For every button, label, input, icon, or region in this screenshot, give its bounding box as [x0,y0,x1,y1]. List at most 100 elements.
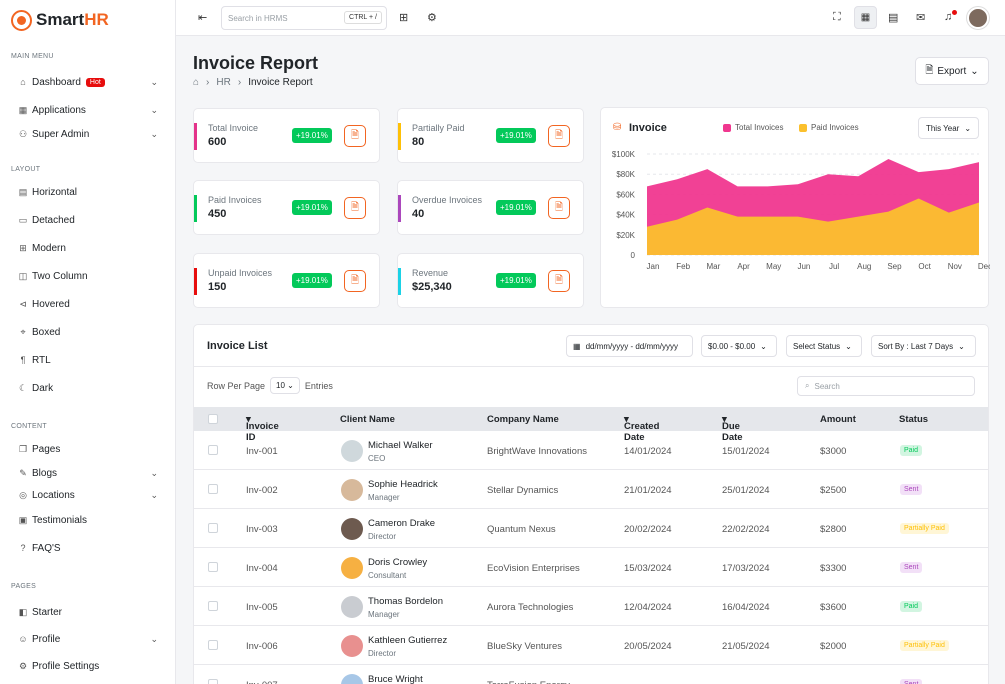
table-row[interactable]: Inv-006 Kathleen Gutierrez Director Blue… [194,626,988,665]
table-row[interactable]: Inv-001 Michael Walker CEO BrightWave In… [194,431,988,470]
invoice-file-icon[interactable]: 🗎 [344,270,366,292]
stat-card: Paid Invoices 450 +19.01% 🗎 [193,180,380,235]
client-name[interactable]: Sophie Headrick [368,479,438,490]
invoice-file-icon[interactable]: 🗎 [548,197,570,219]
layout-columns-icon: ◫ [18,270,28,281]
chat-icon[interactable]: ▤ [888,12,899,24]
sidebar: SmartHR MAIN MENU ⌂ Dashboard Hot ⌄ ▦ Applic… [0,0,176,684]
table-row[interactable]: Inv-007 Bruce Wright TerraFusion Energy … [194,665,988,684]
invoice-id[interactable]: Inv-007 [246,680,278,684]
invoice-id[interactable]: Inv-006 [246,641,278,652]
th-invoice-id[interactable]: Invoice ID ▾ [246,414,279,443]
invoice-file-icon[interactable]: 🗎 [548,270,570,292]
legend-total-invoices: Total Invoices [723,123,783,132]
location-icon: ◎ [19,489,27,500]
x-tick-label: Sep [887,262,902,271]
invoice-id[interactable]: Inv-001 [246,446,278,457]
client-name[interactable]: Thomas Bordelon [368,596,443,607]
th-created-date[interactable]: Created Date ▾ [624,414,660,443]
sidebar-item-applications[interactable]: ▦ Applications ⌄ [18,104,158,116]
row-checkbox[interactable] [208,523,218,533]
sidebar-item-hovered[interactable]: ⊲ Hovered [0,293,175,315]
stat-label: Revenue [412,268,449,278]
status-filter[interactable]: Select Status ⌄ [786,335,862,357]
row-checkbox[interactable] [208,445,218,455]
layout-icon[interactable]: ▦ [854,6,877,29]
home-icon[interactable]: ⌂ [193,77,200,88]
sidebar-item-starter[interactable]: ◧ Starter [18,606,63,618]
sidebar-item-boxed[interactable]: ⌖ Boxed [0,321,175,343]
mail-icon[interactable]: ✉ [916,12,926,24]
invoice-id[interactable]: Inv-005 [246,602,278,613]
invoice-file-icon[interactable]: 🗎 [344,125,366,147]
invoice-file-icon[interactable]: 🗎 [344,197,366,219]
collapse-sidebar-icon[interactable]: ⇤ [198,12,208,24]
user-avatar[interactable] [967,7,989,29]
row-checkbox[interactable] [208,601,218,611]
status-badge: Sent [900,562,923,573]
client-avatar [341,440,363,462]
sidebar-item-super-admin[interactable]: ⚇ Super Admin ⌄ [18,128,158,140]
table-row[interactable]: Inv-004 Doris Crowley Consultant EcoVisi… [194,548,988,587]
status-badge: Sent [900,679,923,684]
sidebar-item-detached[interactable]: ▭ Detached [18,214,75,226]
invoice-id[interactable]: Inv-002 [246,485,278,496]
period-select[interactable]: This Year ⌄ [918,117,979,139]
sidebar-item-horizontal[interactable]: ▤ Horizontal [18,186,78,198]
table-row[interactable]: Inv-003 Cameron Drake Director Quantum N… [194,509,988,548]
created-date: 21/01/2024 [624,485,672,496]
pages-icon: ❐ [18,443,28,454]
sidebar-item-dashboard[interactable]: ⌂ Dashboard Hot ⌄ [0,71,175,93]
select-all-checkbox[interactable] [208,414,218,424]
chevron-down-icon: ⌄ [150,489,158,500]
sidebar-item-faqs[interactable]: ? FAQ'S [0,537,175,559]
client-name[interactable]: Bruce Wright [368,674,423,684]
y-tick-label: $20K [616,231,635,240]
logo[interactable]: SmartHR [0,0,175,40]
sidebar-item-profile-settings[interactable]: ⚙ Profile Settings [18,660,100,672]
row-checkbox[interactable] [208,640,218,650]
sidebar-item-two-column[interactable]: ◫ Two Column [18,270,88,282]
settings-icon[interactable]: ⚙ [427,12,437,24]
row-checkbox[interactable] [208,679,218,684]
client-name[interactable]: Doris Crowley [368,557,428,568]
stat-value: 40 [412,208,425,220]
status-badge: Sent [900,484,923,495]
invoice-file-icon[interactable]: 🗎 [548,125,570,147]
breadcrumb-hr[interactable]: HR [216,77,231,88]
sidebar-item-blogs[interactable]: ✎ Blogs ⌄ [0,462,175,484]
sidebar-item-dark[interactable]: ☾ Dark [18,382,54,394]
sidebar-item-testimonials[interactable]: ▣ Testimonials [18,514,88,526]
date-range-filter[interactable]: ▦ dd/mm/yyyy - dd/mm/yyyy [566,335,693,357]
search-input[interactable]: Search in HRMS CTRL + / [221,6,387,30]
row-checkbox[interactable] [208,484,218,494]
th-due-date[interactable]: Due Date ▾ [722,414,743,443]
sidebar-item-pages[interactable]: ❐ Pages [18,443,61,455]
invoice-id[interactable]: Inv-004 [246,563,278,574]
notification-bell-icon[interactable]: ♫ [944,11,953,23]
breadcrumb-current: Invoice Report [248,77,313,88]
row-checkbox[interactable] [208,562,218,572]
due-date: 16/04/2024 [722,602,770,613]
amount: $3300 [820,563,847,574]
table-row[interactable]: Inv-002 Sophie Headrick Manager Stellar … [194,470,988,509]
section-content: CONTENT [11,423,47,430]
page-title: Invoice Report [193,53,319,73]
table-row[interactable]: Inv-005 Thomas Bordelon Manager Aurora T… [194,587,988,626]
amount-range-filter[interactable]: $0.00 - $0.00 ⌄ [701,335,777,357]
client-name[interactable]: Michael Walker [368,440,433,451]
sort-filter[interactable]: Sort By : Last 7 Days ⌄ [871,335,976,357]
chevron-down-icon: ⌄ [845,341,852,351]
sidebar-item-locations[interactable]: ◎ Locations ⌄ [0,484,175,506]
table-search-input[interactable]: ⌕ Search [797,376,975,396]
client-name[interactable]: Cameron Drake [368,518,436,529]
export-button[interactable]: 🗎 Export ⌄ [915,57,989,85]
apps-grid-icon[interactable]: ⊞ [399,12,409,24]
rows-per-page-select[interactable]: 10 ⌄ [270,377,300,394]
invoice-id[interactable]: Inv-003 [246,524,278,535]
sidebar-item-profile[interactable]: ☺ Profile ⌄ [18,633,158,645]
client-name[interactable]: Kathleen Gutierrez [368,635,448,646]
sidebar-item-modern[interactable]: ⊞ Modern [0,237,175,259]
sidebar-item-rtl[interactable]: ¶ RTL [0,349,175,371]
fullscreen-icon[interactable]: ⛶ [833,11,841,23]
